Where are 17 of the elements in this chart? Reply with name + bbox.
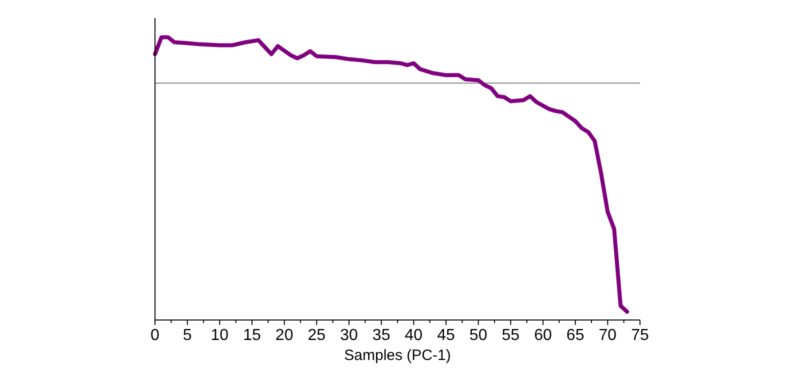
x-tick-label: 0 <box>150 327 160 344</box>
x-tick-label: 15 <box>243 327 261 344</box>
x-tick-label: 25 <box>308 327 326 344</box>
x-tick-label: 70 <box>598 327 617 344</box>
x-tick-label: 40 <box>404 327 423 344</box>
x-tick-label: 75 <box>631 327 649 344</box>
x-tick-label: 5 <box>182 327 192 344</box>
x-tick-label: 50 <box>469 327 488 344</box>
x-tick-label: 60 <box>534 327 552 344</box>
x-tick-label: 35 <box>372 327 390 344</box>
x-tick-label: 20 <box>275 327 294 344</box>
x-tick-label: 10 <box>210 327 229 344</box>
x-tick-label: 30 <box>340 327 358 344</box>
x-tick-label: 45 <box>437 327 455 344</box>
x-axis-title: Samples (PC-1) <box>344 347 451 364</box>
x-tick-label: 65 <box>566 327 584 344</box>
x-tick-label: 55 <box>502 327 520 344</box>
